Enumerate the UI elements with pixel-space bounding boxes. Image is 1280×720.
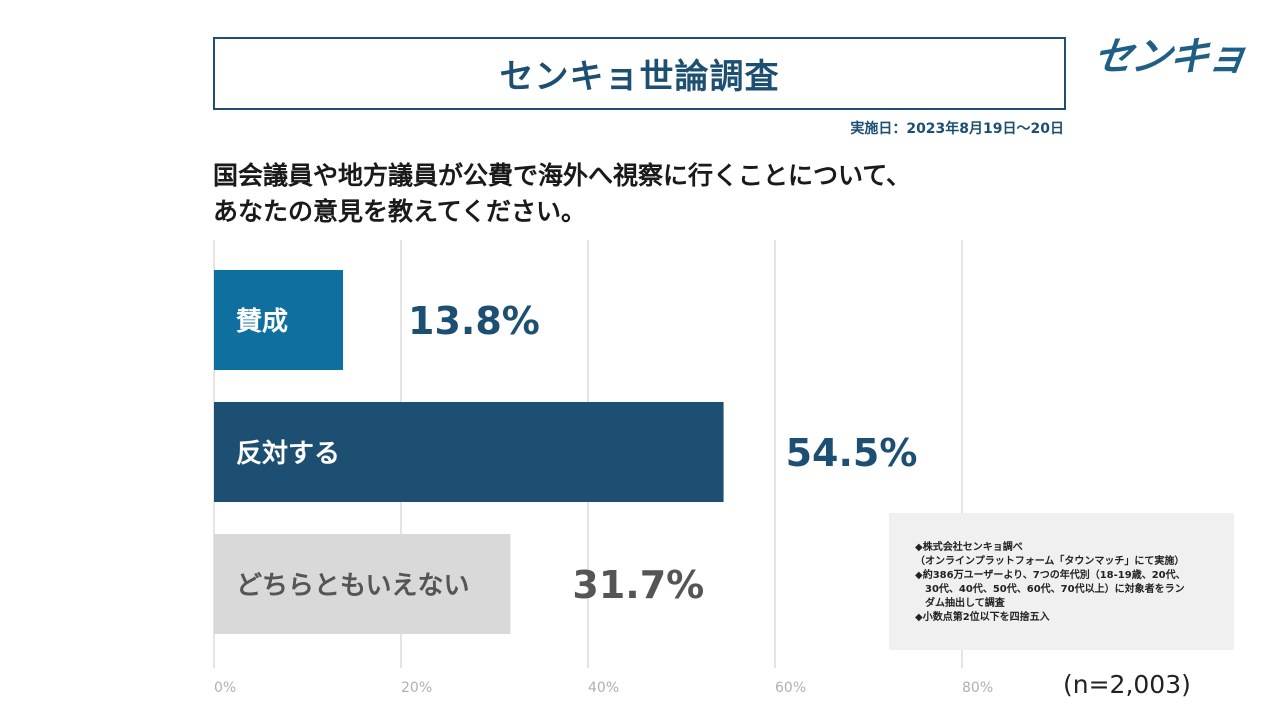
title-box: センキョ世論調査 xyxy=(213,37,1066,110)
sample-size: (n=2,003) xyxy=(1063,670,1191,699)
note-line: （オンラインプラットフォーム「タウンマッチ」にて実施） xyxy=(915,556,1185,567)
note-line: 30代、40代、50代、60代、70代以上）に対象者をラン xyxy=(915,584,1185,595)
note-line: ◆約386万ユーザーより、7つの年代別（18-19歳、20代、 xyxy=(915,570,1186,581)
bar-value-label: 54.5% xyxy=(786,431,918,475)
x-tick-label: 80% xyxy=(962,680,993,696)
question-line-2: あなたの意見を教えてください。 xyxy=(213,197,587,226)
bar xyxy=(214,534,511,634)
survey-date: 実施日：2023年8月19日～20日 xyxy=(850,121,1064,137)
bars: 賛成 13.8% 反対する 54.5% どちらともいえない 31.7% xyxy=(214,270,917,634)
x-tick-label: 40% xyxy=(588,680,619,696)
bar xyxy=(214,270,344,370)
x-tick-label: 0% xyxy=(214,680,236,696)
bar-value-label: 13.8% xyxy=(408,299,540,343)
x-tick-label: 20% xyxy=(401,680,432,696)
note-line: ダム抽出して調査 xyxy=(915,598,1005,609)
x-tick-label: 60% xyxy=(775,680,806,696)
bar-category-label: 反対する xyxy=(236,439,340,469)
survey-question: 国会議員や地方議員が公費で海外へ視察に行くことについて、 あなたの意見を教えてく… xyxy=(213,158,911,230)
question-line-1: 国会議員や地方議員が公費で海外へ視察に行くことについて、 xyxy=(213,161,912,190)
bar-value-label: 31.7% xyxy=(572,563,704,607)
x-axis-ticks: 0% 20% 40% 60% 80% xyxy=(214,680,993,696)
bar-category-label: 賛成 xyxy=(236,307,288,337)
bar xyxy=(214,402,724,502)
notes-box: ◆株式会社センキョ調べ （オンラインプラットフォーム「タウンマッチ」にて実施） … xyxy=(889,513,1234,650)
note-line: ◆株式会社センキョ調べ xyxy=(915,542,1023,553)
page-title: センキョ世論調査 xyxy=(499,57,780,97)
bar-category-label: どちらともいえない xyxy=(236,571,469,601)
note-line: ◆小数点第2位以下を四捨五入 xyxy=(915,612,1050,623)
